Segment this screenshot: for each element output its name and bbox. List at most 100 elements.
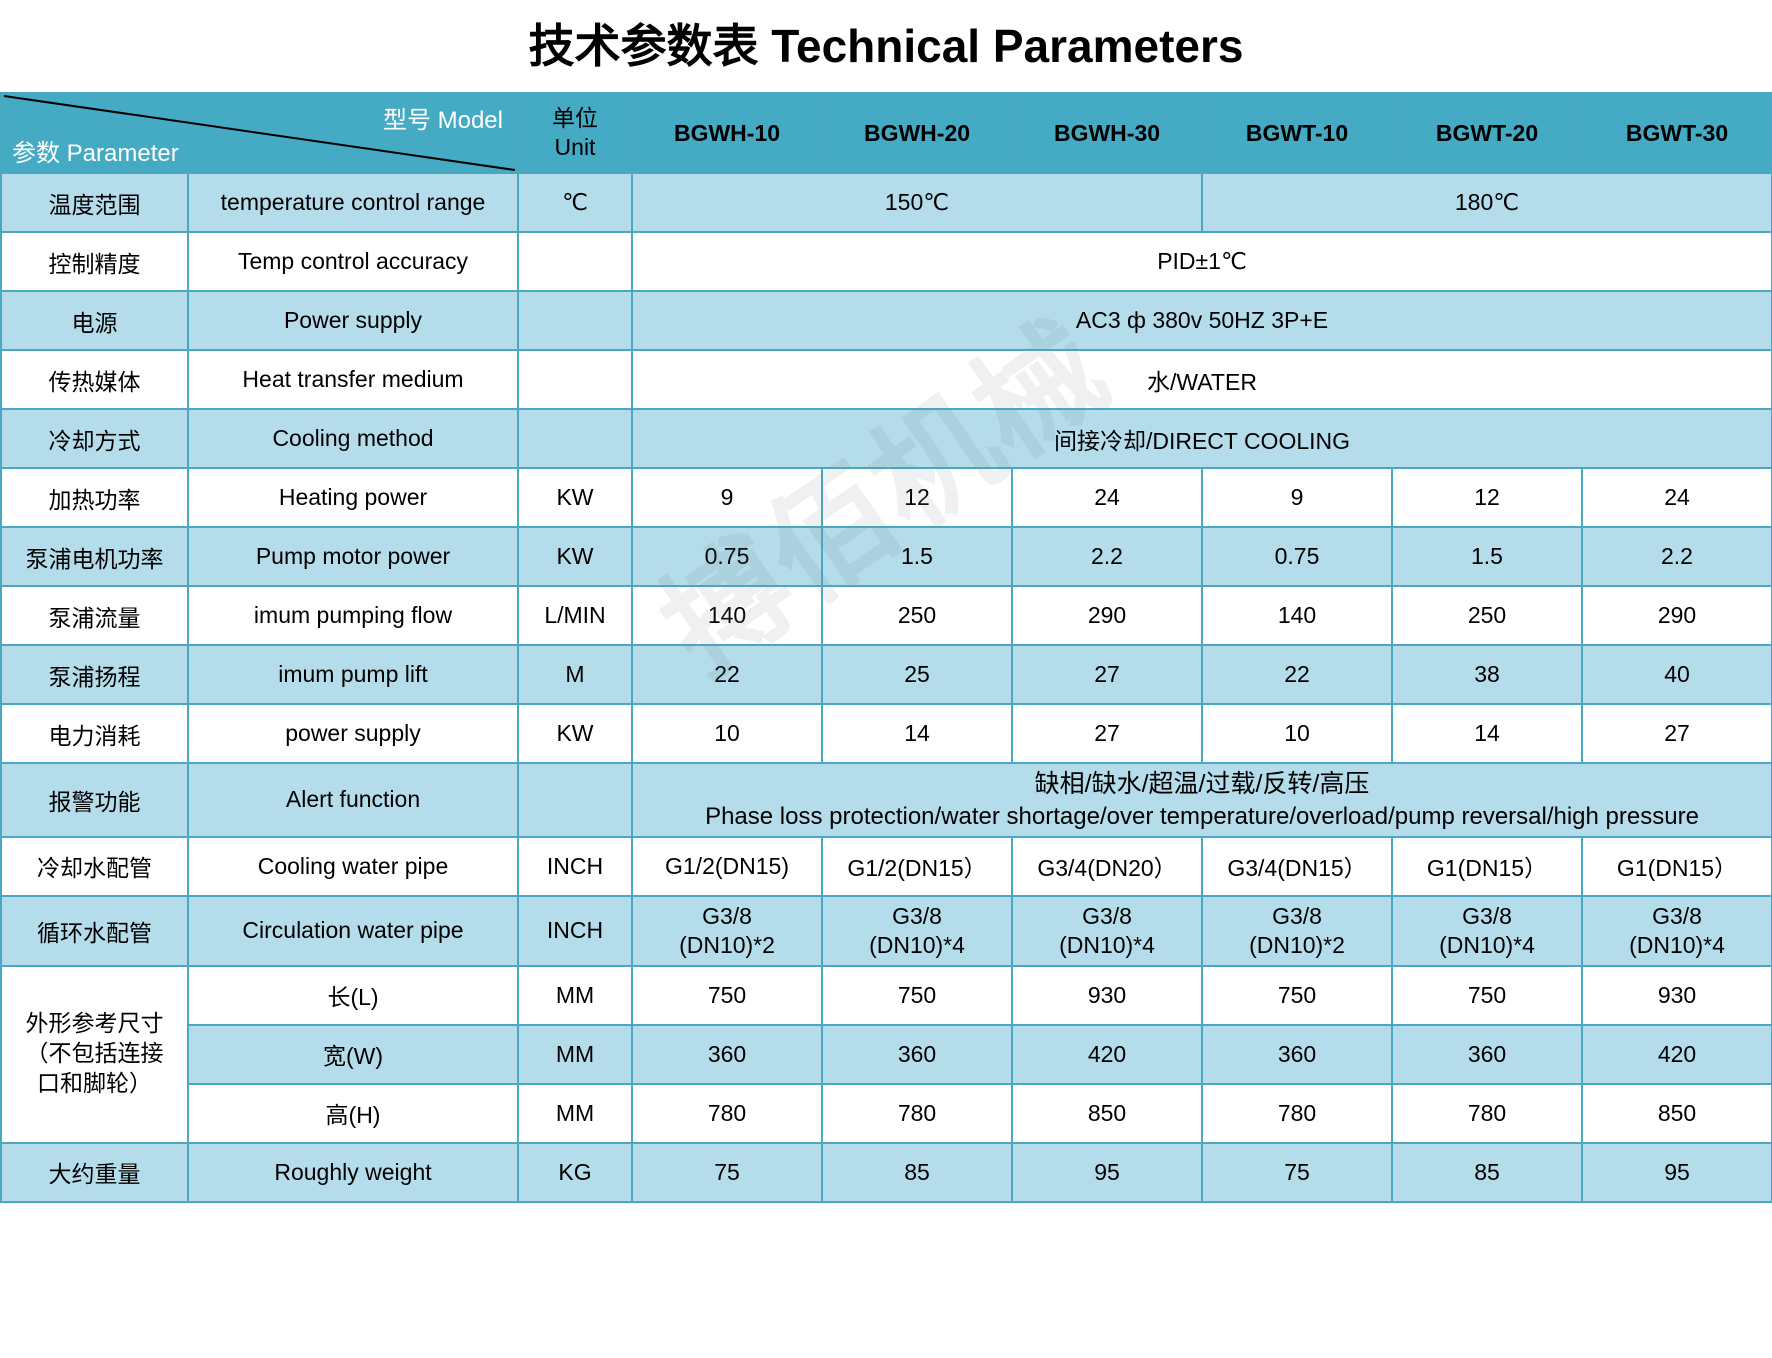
row-unit: L/MIN	[517, 585, 633, 646]
row-label-cn: 泵浦流量	[0, 585, 189, 646]
table-row: 循环水配管 Circulation water pipe INCH G3/8 (…	[0, 894, 1772, 967]
table-row: 宽(W) MM 360 360 420 360 360 420	[1, 1023, 1772, 1085]
row-value-merged: 水/WATER	[631, 349, 1772, 410]
dimension-sub-label: 宽(W)	[187, 1023, 519, 1085]
row-value: G1/2(DN15）	[821, 835, 1013, 897]
table-row: 电源 Power supply AC3 ф 380v 50HZ 3P+E	[0, 290, 1772, 351]
row-unit: INCH	[517, 835, 633, 897]
header-corner-cell: 参数 Parameter 型号 Model	[0, 92, 519, 174]
row-value: 930	[1011, 964, 1203, 1026]
row-label-en: Circulation water pipe	[187, 894, 519, 967]
row-value: 780	[821, 1082, 1013, 1144]
row-value: G3/4(DN20）	[1011, 835, 1203, 897]
row-value: G1(DN15）	[1581, 835, 1772, 897]
alert-function-en: Phase loss protection/water shortage/ove…	[705, 802, 1699, 830]
row-value: 12	[1391, 467, 1583, 528]
row-value: 780	[1391, 1082, 1583, 1144]
row-value: 290	[1011, 585, 1203, 646]
row-label-en: Roughly weight	[187, 1141, 519, 1203]
row-value: 25	[821, 644, 1013, 705]
row-value-merged: AC3 ф 380v 50HZ 3P+E	[631, 290, 1772, 351]
alert-function-cn: 缺相/缺水/超温/过载/反转/高压	[1034, 770, 1370, 798]
row-value: 95	[1011, 1141, 1203, 1203]
dimension-group-label: 外形参考尺寸 （不包括连接 口和脚轮）	[0, 964, 189, 1144]
row-label-cn: 大约重量	[0, 1141, 189, 1203]
row-value: 290	[1581, 585, 1772, 646]
header-model-bgwt-30: BGWT-30	[1581, 92, 1772, 174]
row-label-en: imum pumping flow	[187, 585, 519, 646]
row-label-cn: 泵浦扬程	[0, 644, 189, 705]
page-title: 技术参数表 Technical Parameters	[528, 20, 1244, 72]
table-row: 加热功率 Heating power KW 9 12 24 9 12 24	[0, 467, 1772, 528]
table-row: 泵浦扬程 imum pump lift M 22 25 27 22 38 40	[0, 644, 1772, 705]
row-label-cn: 冷却方式	[0, 408, 189, 469]
row-value-line2: (DN10)*4	[1059, 931, 1155, 958]
row-label-cn: 电源	[0, 290, 189, 351]
alert-function-value: 缺相/缺水/超温/过载/反转/高压 Phase loss protection/…	[631, 762, 1772, 838]
row-unit	[517, 349, 633, 410]
table-row: 大约重量 Roughly weight KG 75 85 95 75 85 95	[0, 1141, 1772, 1203]
row-unit: ℃	[517, 172, 633, 233]
row-value: 750	[821, 964, 1013, 1026]
row-label-cn: 温度范围	[0, 172, 189, 233]
row-value: 27	[1011, 644, 1203, 705]
dimension-sub-label: 高(H)	[187, 1082, 519, 1144]
table-row: 泵浦流量 imum pumping flow L/MIN 140 250 290…	[0, 585, 1772, 646]
header-parameter-label: 参数 Parameter	[12, 140, 179, 167]
row-value: 0.75	[631, 526, 823, 587]
row-value: G3/8 (DN10)*4	[821, 894, 1013, 967]
row-label-en: Cooling method	[187, 408, 519, 469]
row-value: 250	[821, 585, 1013, 646]
table-row: 温度范围 temperature control range ℃ 150℃ 18…	[0, 172, 1772, 233]
row-value: 2.2	[1011, 526, 1203, 587]
header-model-bgwt-10: BGWT-10	[1201, 92, 1393, 174]
row-value: 780	[631, 1082, 823, 1144]
row-value: 22	[1201, 644, 1393, 705]
header-model-bgwh-20: BGWH-20	[821, 92, 1013, 174]
row-label-en: Cooling water pipe	[187, 835, 519, 897]
dimension-label-line3: 口和脚轮）	[37, 1070, 152, 1097]
header-model-bgwh-30: BGWH-30	[1011, 92, 1203, 174]
table-row: 外形参考尺寸 （不包括连接 口和脚轮） 长(L) MM 750 750 930 …	[0, 964, 1772, 1144]
row-value: 10	[1201, 703, 1393, 764]
row-unit: MM	[517, 1023, 633, 1085]
row-value: G3/8 (DN10)*2	[631, 894, 823, 967]
row-value: 2.2	[1581, 526, 1772, 587]
row-label-en: Alert function	[187, 762, 519, 838]
row-value-line2: (DN10)*4	[1439, 931, 1535, 958]
table-row: 控制精度 Temp control accuracy PID±1℃	[0, 231, 1772, 292]
row-label-en: power supply	[187, 703, 519, 764]
row-value-line2: (DN10)*4	[1629, 931, 1725, 958]
row-value: 850	[1011, 1082, 1203, 1144]
row-value: 0.75	[1201, 526, 1393, 587]
row-value-line2: (DN10)*4	[869, 931, 965, 958]
row-value: 780	[1201, 1082, 1393, 1144]
row-value: 75	[1201, 1141, 1393, 1203]
header-unit-cn: 单位	[552, 105, 598, 132]
row-value-line1: G3/8	[892, 902, 942, 929]
row-value: G3/8 (DN10)*4	[1391, 894, 1583, 967]
row-value: 750	[631, 964, 823, 1026]
row-value-merged: PID±1℃	[631, 231, 1772, 292]
table-body: 温度范围 temperature control range ℃ 150℃ 18…	[0, 172, 1772, 1203]
header-model-bgwh-10: BGWH-10	[631, 92, 823, 174]
dimension-sub-label: 长(L)	[187, 964, 519, 1026]
row-value: 40	[1581, 644, 1772, 705]
row-value: 24	[1581, 467, 1772, 528]
row-value: 140	[1201, 585, 1393, 646]
row-value: 9	[631, 467, 823, 528]
row-unit: KW	[517, 703, 633, 764]
row-unit: KG	[517, 1141, 633, 1203]
row-value-line1: G3/8	[1272, 902, 1322, 929]
row-unit	[517, 290, 633, 351]
row-value: 750	[1201, 964, 1393, 1026]
row-label-cn: 电力消耗	[0, 703, 189, 764]
header-model-label: 型号 Model	[382, 107, 503, 134]
row-value: G1/2(DN15)	[631, 835, 823, 897]
header-unit-cell: 单位 Unit	[517, 92, 633, 174]
row-label-cn: 泵浦电机功率	[0, 526, 189, 587]
diagonal-divider-icon	[2, 94, 517, 172]
row-value: 850	[1581, 1082, 1772, 1144]
header-unit-en: Unit	[554, 134, 596, 160]
row-value: 75	[631, 1141, 823, 1203]
